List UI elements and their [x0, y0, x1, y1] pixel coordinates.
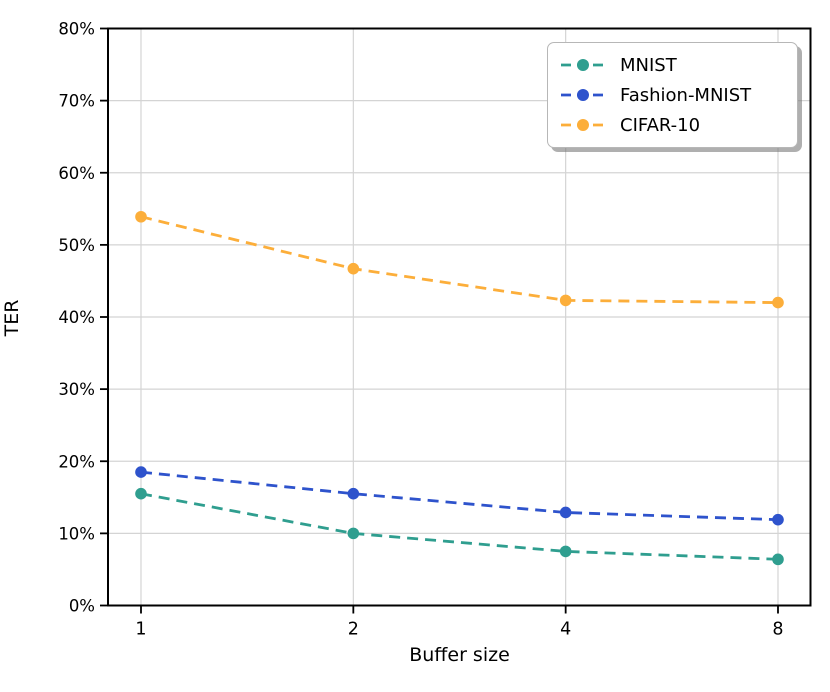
data-point-mnist: [772, 553, 784, 566]
data-point-fashion-mnist: [772, 513, 784, 526]
legend-label-cifar-10: CIFAR-10: [620, 114, 701, 136]
y-tick-label: 0%: [69, 597, 95, 616]
y-axis-label: TER: [1, 299, 23, 337]
legend-item-fashion-mnist: Fashion-MNIST: [560, 80, 785, 110]
series-line-mnist: [140, 492, 779, 561]
data-point-cifar-10: [347, 262, 360, 275]
data-point-mnist: [347, 527, 360, 540]
data-point-mnist: [135, 487, 147, 500]
data-point-fashion-mnist: [347, 487, 360, 500]
data-point-cifar-10: [772, 296, 784, 309]
legend: MNIST Fashion-MNIST CIFAR-10: [547, 42, 798, 148]
x-axis-label: Buffer size: [409, 644, 510, 666]
y-tick-label: 20%: [58, 452, 95, 471]
y-tick-label: 40%: [58, 308, 95, 327]
series-line-cifar-10: [140, 215, 779, 304]
x-tick-label: 2: [348, 620, 359, 640]
y-tick-label: 10%: [58, 524, 95, 543]
legend-label-mnist: MNIST: [620, 54, 677, 76]
data-point-fashion-mnist: [559, 506, 572, 519]
x-tick-label: 1: [135, 620, 146, 640]
legend-line-sample-cifar-10: [561, 119, 605, 131]
x-tick-label: 8: [772, 620, 783, 640]
legend-label-fashion-mnist: Fashion-MNIST: [620, 84, 752, 106]
y-tick-label: 60%: [58, 164, 95, 183]
series-line-fashion-mnist: [140, 470, 779, 522]
y-tick-label: 70%: [58, 92, 95, 111]
legend-item-mnist: MNIST: [560, 50, 785, 80]
y-tick-label: 80%: [58, 20, 95, 39]
data-point-fashion-mnist: [135, 466, 147, 478]
data-point-cifar-10: [559, 294, 572, 307]
y-tick-label: 30%: [58, 380, 95, 399]
y-tick-label: 50%: [58, 236, 95, 255]
data-point-mnist: [559, 545, 572, 558]
legend-item-cifar-10: CIFAR-10: [560, 110, 785, 140]
legend-line-sample-fashion-mnist: [561, 89, 605, 101]
data-point-cifar-10: [135, 210, 147, 223]
x-tick-label: 4: [560, 620, 571, 640]
legend-line-sample-mnist: [561, 59, 605, 71]
